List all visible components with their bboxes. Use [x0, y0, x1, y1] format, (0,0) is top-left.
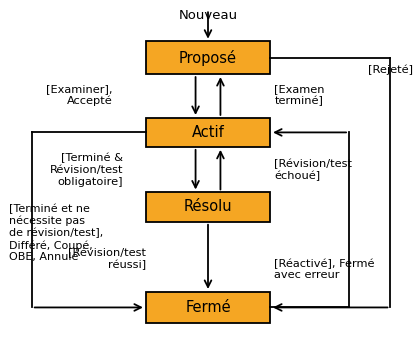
Text: [Terminé &
Révision/test
obligatoire]: [Terminé & Révision/test obligatoire] — [50, 153, 123, 187]
Text: [Réactivé], Fermé
avec erreur: [Réactivé], Fermé avec erreur — [274, 258, 375, 280]
Text: [Terminé et ne
nécessite pas
de révision/test],
Différé, Coupé,
OBE, Annulé: [Terminé et ne nécessite pas de révision… — [9, 204, 103, 262]
Text: Actif: Actif — [192, 125, 224, 140]
Text: [Rejeté]: [Rejeté] — [368, 65, 413, 75]
Text: Nouveau: Nouveau — [178, 9, 238, 22]
FancyBboxPatch shape — [146, 118, 270, 147]
Text: [Examiner],
Accepté: [Examiner], Accepté — [46, 84, 113, 106]
Text: Proposé: Proposé — [179, 50, 237, 66]
Text: [Révision/test
réussi]: [Révision/test réussi] — [68, 248, 146, 270]
Text: [Révision/test
échoué]: [Révision/test échoué] — [274, 159, 352, 181]
Text: Résolu: Résolu — [184, 199, 232, 214]
Text: Fermé: Fermé — [185, 300, 231, 315]
FancyBboxPatch shape — [146, 192, 270, 222]
FancyBboxPatch shape — [146, 292, 270, 323]
Text: [Examen
terminé]: [Examen terminé] — [274, 84, 325, 106]
FancyBboxPatch shape — [146, 41, 270, 74]
